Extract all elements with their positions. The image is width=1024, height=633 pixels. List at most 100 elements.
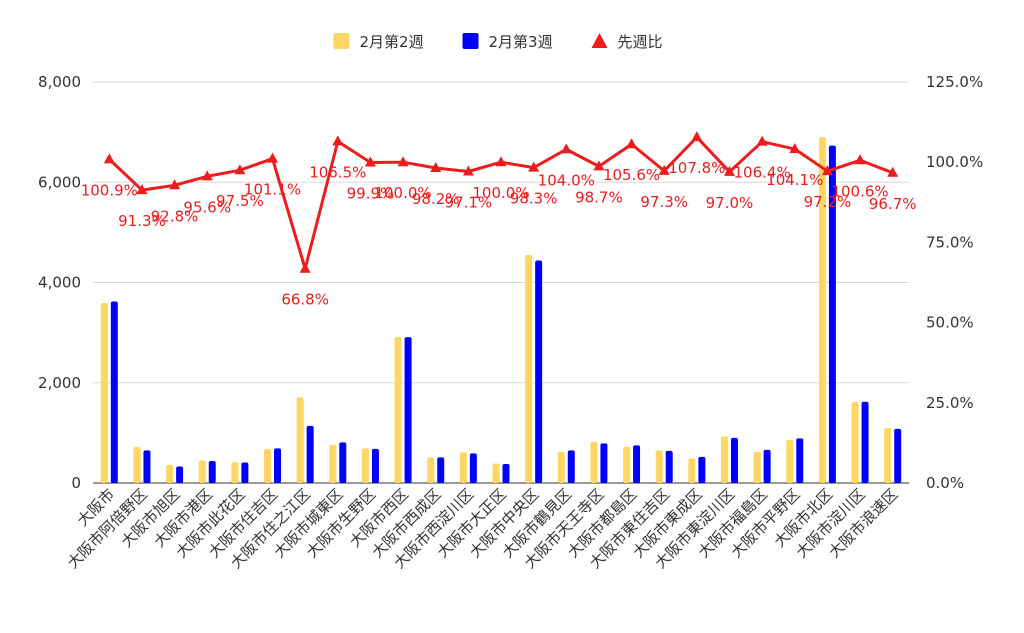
bar-week2 — [296, 397, 304, 483]
ratio-point — [332, 135, 344, 146]
bar-week3 — [665, 450, 673, 483]
ratio-point — [201, 170, 213, 181]
y-right-tick-label: 75.0% — [926, 233, 974, 251]
bar-week2 — [525, 254, 533, 483]
bar-week3 — [698, 456, 706, 483]
bar-week2 — [720, 436, 728, 483]
bar-week3 — [730, 437, 738, 483]
ratio-data-label: 95.6% — [183, 198, 231, 216]
bar-week3 — [861, 401, 869, 483]
legend-swatch-week3 — [462, 33, 479, 49]
bar-week3 — [371, 448, 379, 483]
ratio-data-label: 104.0% — [538, 171, 595, 189]
legend-swatch-week2 — [333, 33, 350, 49]
bar-week3 — [567, 450, 575, 483]
legend-label: 2月第2週 — [360, 33, 424, 51]
ratio-point — [397, 156, 409, 167]
ratio-point — [234, 164, 246, 175]
ratio-point — [267, 152, 279, 163]
ratio-data-label: 104.1% — [766, 171, 823, 189]
ratio-data-label: 101.1% — [244, 181, 301, 199]
y-right-tick-label: 25.0% — [926, 394, 974, 412]
bar-week3 — [894, 428, 902, 483]
bar-week3 — [763, 449, 771, 483]
bar-week3 — [339, 442, 347, 483]
bar-week2 — [753, 451, 761, 483]
ratio-data-label: 98.3% — [510, 190, 558, 208]
y-right-tick-label: 100.0% — [926, 153, 983, 171]
legend-label: 先週比 — [618, 33, 663, 51]
bar-week3 — [143, 450, 151, 483]
ratio-point — [658, 164, 670, 175]
bar-week2 — [198, 460, 206, 483]
bar-week3 — [600, 443, 608, 483]
legend-label: 2月第3週 — [489, 33, 553, 51]
bar-week2 — [818, 137, 826, 483]
ratio-point — [495, 156, 507, 167]
ratio-data-label: 91.3% — [118, 212, 166, 230]
bar-week3 — [110, 301, 118, 483]
ratio-point — [136, 184, 148, 195]
bar-week3 — [306, 425, 314, 483]
bar-week2 — [427, 457, 435, 483]
bar-week3 — [502, 463, 510, 483]
ratio-data-label: 97.1% — [445, 194, 493, 212]
ratio-point — [593, 160, 605, 171]
ratio-point — [364, 156, 376, 167]
bar-week3 — [437, 457, 445, 483]
ratio-point — [854, 154, 866, 165]
bar-week2 — [133, 446, 141, 483]
ratio-point — [528, 161, 540, 172]
bar-week2 — [264, 448, 272, 483]
bar-week3 — [241, 462, 249, 483]
bar-week2 — [623, 446, 631, 483]
ratio-point — [887, 166, 899, 177]
legend-swatch-ratio — [591, 33, 608, 48]
bar-week2 — [655, 450, 663, 483]
ratio-data-label: 98.7% — [575, 188, 623, 206]
bar-week3 — [796, 438, 804, 483]
bar-week2 — [394, 337, 402, 483]
bar-week3 — [535, 260, 543, 483]
ratio-point — [821, 165, 833, 176]
ratio-data-label: 97.2% — [804, 193, 852, 211]
bar-week3 — [633, 445, 641, 483]
ratio-point — [691, 131, 703, 142]
bar-week3 — [274, 448, 282, 483]
ratio-point — [626, 138, 638, 149]
ratio-data-label: 96.7% — [869, 195, 917, 213]
bar-week2 — [459, 452, 467, 483]
ratio-point — [723, 165, 735, 176]
ratio-point — [430, 161, 442, 172]
ratio-data-label: 97.5% — [216, 192, 264, 210]
bar-week2 — [492, 463, 500, 483]
ratio-data-label: 92.8% — [151, 207, 199, 225]
bar-week3 — [828, 145, 836, 483]
bar-week2 — [851, 402, 859, 483]
bar-week2 — [786, 439, 794, 483]
bar-week2 — [100, 303, 108, 483]
y-right-tick-label: 125.0% — [926, 73, 983, 91]
bar-week2 — [590, 441, 598, 483]
ratio-data-label: 100.0% — [472, 184, 529, 202]
bar-week2 — [361, 448, 369, 483]
y-left-tick-label: 0 — [71, 474, 81, 492]
ratio-data-label: 100.0% — [374, 184, 431, 202]
bar-week3 — [469, 453, 477, 483]
ratio-data-label: 105.6% — [603, 166, 660, 184]
bar-week3 — [404, 337, 412, 483]
y-right-tick-label: 50.0% — [926, 314, 974, 332]
bar-week2 — [231, 461, 239, 483]
bar-week2 — [884, 427, 892, 483]
y-right-tick-label: 0.0% — [926, 474, 964, 492]
ratio-point — [756, 135, 768, 146]
ratio-point — [103, 153, 115, 164]
bar-week2 — [557, 451, 565, 483]
ratio-point — [560, 143, 572, 154]
ratio-point — [299, 262, 311, 273]
y-left-tick-label: 6,000 — [38, 173, 81, 191]
ratio-point — [169, 179, 181, 190]
y-left-tick-label: 2,000 — [38, 374, 81, 392]
